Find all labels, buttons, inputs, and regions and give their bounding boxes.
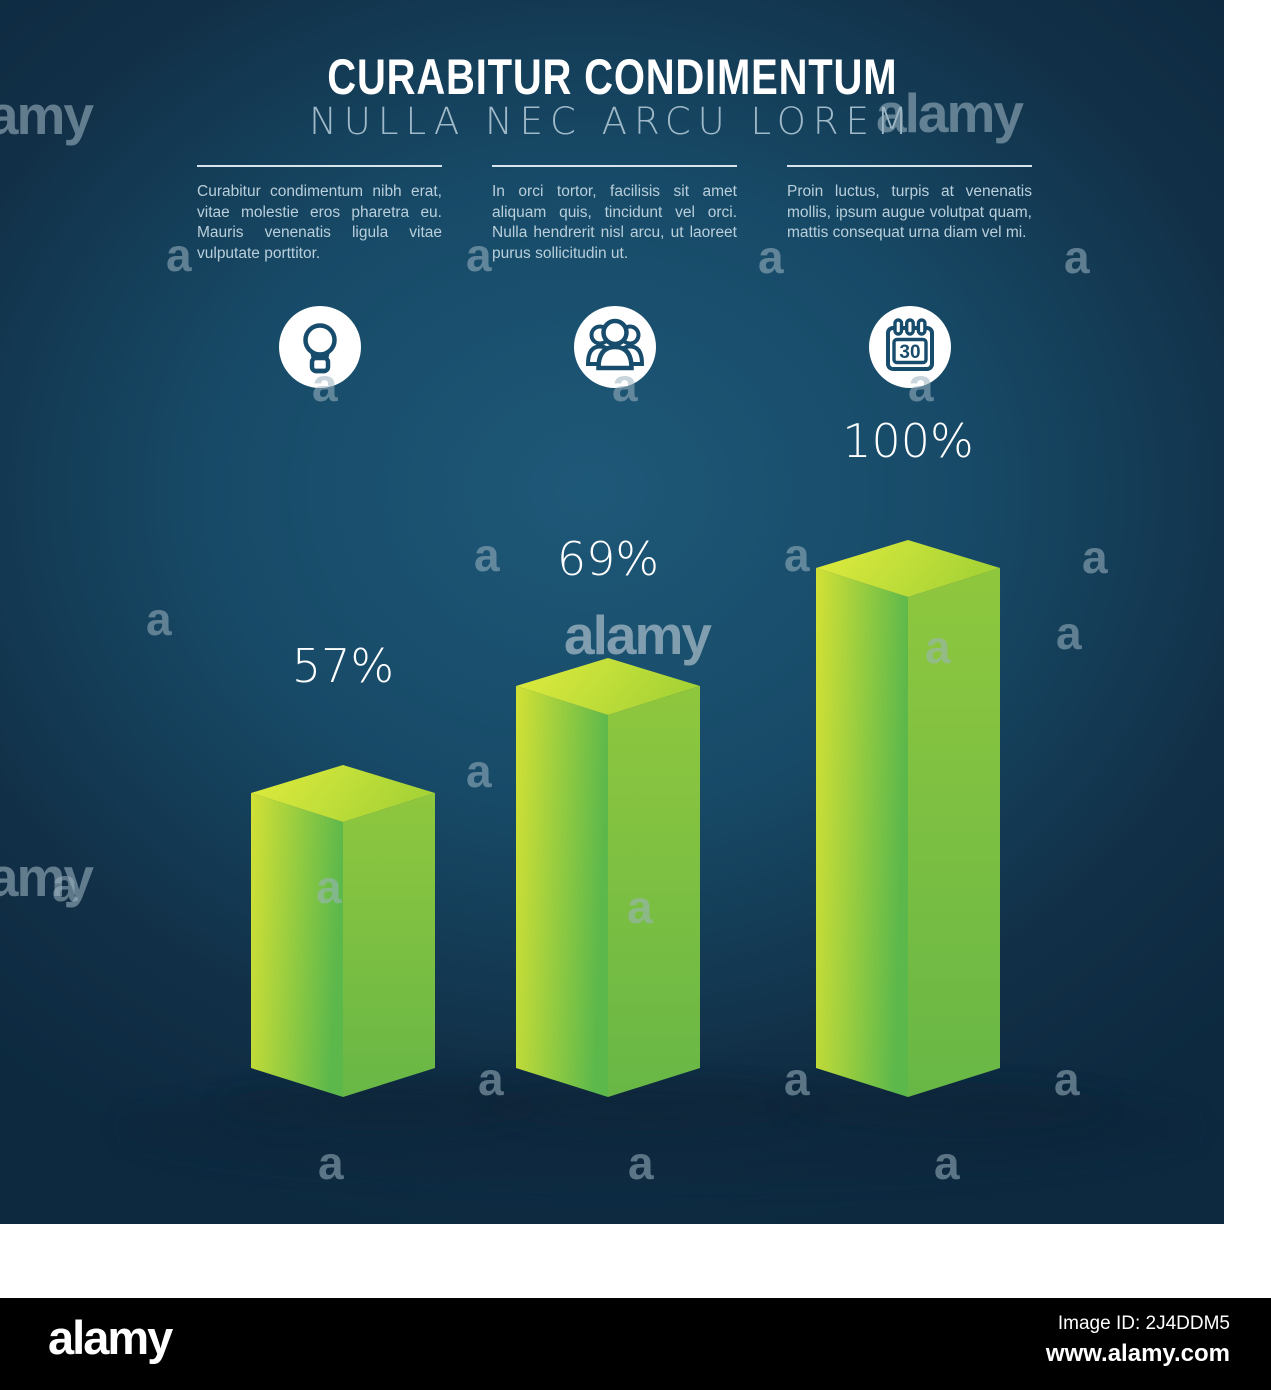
page-title-text: CURABITUR CONDIMENTUM — [326, 49, 898, 105]
page-subtitle: NULLA NEC ARCU LOREM — [309, 100, 915, 143]
bar-shadow — [484, 1082, 808, 1130]
image-id-text: Image ID: 2J4DDM5 — [1057, 1313, 1230, 1334]
footer-info: Image ID: 2J4DDM5 www.alamy.com — [1046, 1313, 1230, 1368]
column-paragraph: Curabitur condimentum nibh erat, vitae m… — [197, 183, 442, 262]
people-group-icon — [573, 306, 656, 388]
bar-right-face — [343, 793, 435, 1097]
bar-top-face — [816, 540, 1000, 597]
bar-right-face — [908, 568, 1000, 1097]
text-column-2: In orci tortor, facilisis sit amet aliqu… — [492, 165, 737, 264]
column-divider-line — [197, 165, 442, 167]
bar-value-label-1: 57% — [291, 639, 395, 693]
bar-value-label-3: 100% — [842, 414, 974, 468]
alamy-logo: alamy — [48, 1311, 173, 1364]
bar-left-face — [516, 686, 608, 1097]
text-column-1: Curabitur condimentum nibh erat, vitae m… — [197, 165, 442, 264]
column-paragraph: In orci tortor, facilisis sit amet aliqu… — [492, 183, 737, 262]
column-divider-line — [492, 165, 737, 167]
icon-block-3: 30 — [787, 301, 1032, 398]
bar-value-label-2: 69% — [556, 532, 660, 586]
alamy-footer-bar: alamy Image ID: 2J4DDM5 www.alamy.com — [0, 1298, 1271, 1390]
bar-top-face — [516, 658, 700, 715]
alamy-url-text: www.alamy.com — [1045, 1340, 1230, 1367]
lightbulb-icon — [278, 306, 361, 388]
calendar-icon: 30 — [868, 306, 951, 388]
bar-top-face — [251, 765, 435, 822]
text-column-3: Proin luctus, turpis at venenatis mollis… — [787, 165, 1032, 244]
column-paragraph: Proin luctus, turpis at venenatis mollis… — [787, 183, 1032, 242]
bar-left-face — [816, 568, 908, 1097]
page-title: CURABITUR CONDIMENTUM — [0, 48, 1224, 106]
icon-block-2 — [492, 301, 737, 398]
column-divider-line — [787, 165, 1032, 167]
bar-chart — [120, 540, 1200, 1183]
bar-shadow — [219, 1082, 543, 1130]
calendar-day-label: 30 — [899, 342, 920, 363]
bar-right-face — [608, 686, 700, 1097]
infographic-canvas: CURABITUR CONDIMENTUM NULLA NEC ARCU LOR… — [0, 0, 1224, 1224]
icon-block-1 — [197, 301, 442, 398]
bar-left-face — [251, 793, 343, 1097]
bar-shadow — [784, 1082, 1108, 1130]
